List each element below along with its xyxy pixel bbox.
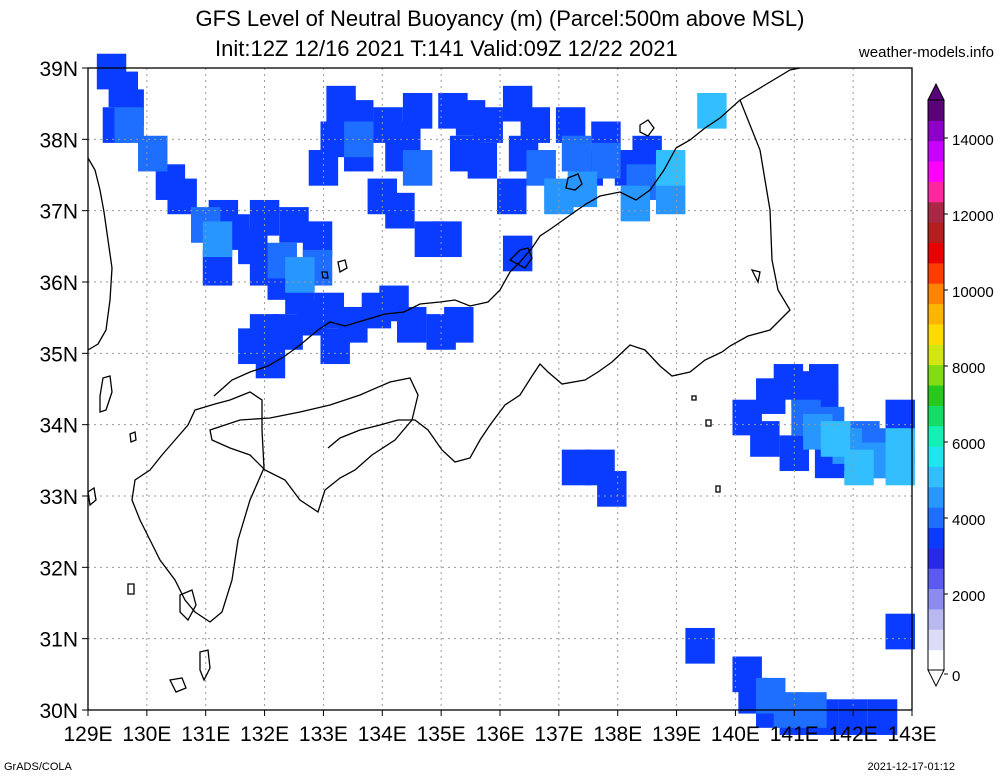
field-cell [685,627,715,664]
graticule [88,68,912,710]
colorbar-swatch [928,364,944,386]
field-cell [138,135,168,172]
colorbar-swatch [928,588,944,610]
map-title: GFS Level of Neutral Buoyancy (m) (Parce… [195,6,805,31]
lon-tick-label: 132E [240,723,289,746]
colorbar-swatch [928,405,944,427]
field-cell [620,185,651,222]
map-axes: 129E 130E 131E 132E 133E 134E 135E 136E 137E 138E… [39,58,936,746]
field-cell [561,135,592,172]
colorbar-label: 4000 [952,512,985,529]
field-cell [885,613,915,650]
field-cell [308,150,339,186]
lat-tick-label: 39N [39,58,78,81]
lon-tick-label: 138E [593,723,642,746]
colorbar-swatch [928,507,944,528]
field-cell [867,699,898,735]
colorbar-swatch [928,140,944,162]
colorbar-swatch [928,486,944,508]
lat-tick-label: 32N [39,557,78,580]
colorbar-swatch [928,120,944,142]
lat-tick-label: 35N [39,343,78,366]
colorbar-label: 14000 [952,132,994,149]
colorbar-swatch [928,283,944,305]
colorbar-swatch [928,100,944,121]
colorbar-swatch [928,323,944,345]
field-cell [385,192,415,229]
field-cell [249,199,280,236]
colorbar-swatch [928,608,944,630]
colorbar-swatch [928,161,944,182]
lon-tick-label: 140E [711,723,760,746]
lat-tick-label: 37N [39,201,78,224]
lon-tick-label: 135E [417,723,466,746]
lon-tick-label: 143E [887,723,936,746]
colorbar-swatch [928,547,944,569]
lat-tick-label: 31N [39,629,78,652]
colorbar: 0 2000 4000 6000 8000 10000 12000 14000 [927,82,994,688]
lat-tick-label: 38N [39,129,78,152]
field-cell [597,471,627,507]
field-cell [320,328,350,365]
lat-tick-label: 30N [39,700,78,723]
colorbar-label: 12000 [952,208,994,225]
field-cell [885,449,915,486]
colorbar-swatch [928,568,944,590]
field-cell [285,257,315,293]
colorbar-swatch [928,527,944,549]
field-cell [497,178,527,215]
colorbar-swatch [928,222,944,243]
lon-tick-label: 129E [63,723,112,746]
lon-tick-label: 139E [652,723,701,746]
colorbar-swatch [928,466,944,488]
colorbar-swatch [928,629,944,651]
lat-tick-label: 36N [39,272,78,295]
lon-tick-label: 131E [181,723,230,746]
coastline [87,67,801,693]
lon-tick-label: 141E [770,723,819,746]
buoyancy-field [96,53,915,735]
lat-tick-label: 34N [39,415,78,438]
lon-tick-label: 137E [534,723,583,746]
grads-credit: GrADS/COLA [4,761,72,773]
colorbar-swatch [928,181,944,203]
colorbar-label: 0 [952,668,960,685]
colorbar-label: 6000 [952,436,985,453]
site-label: weather-models.info [858,44,994,61]
field-cell [467,142,498,179]
timestamp-label: 2021-12-17-01:12 [867,761,955,773]
field-cell [273,314,303,350]
field-cell [750,421,780,457]
lon-tick-label: 130E [122,723,171,746]
colorbar-swatch [928,344,944,366]
field-cell [202,221,233,258]
lon-tick-label: 136E [475,723,524,746]
field-cell [402,92,433,129]
colorbar-swatch [928,201,944,223]
field-cell [414,221,445,258]
lon-tick-label: 142E [829,723,878,746]
colorbar-swatch [928,262,944,284]
lon-tick-label: 133E [299,723,348,746]
field-cell [279,207,309,243]
field-cell [402,150,433,186]
lon-tick-label: 134E [358,723,407,746]
colorbar-swatch [928,446,944,467]
field-cell [655,150,686,186]
colorbar-swatch [928,425,944,447]
lat-tick-label: 33N [39,486,78,509]
field-cell [444,306,474,343]
colorbar-label: 8000 [952,360,985,377]
colorbar-label: 10000 [952,284,994,301]
colorbar-swatch [928,385,944,406]
map-subtitle: Init:12Z 12/16 2021 T:141 Valid:09Z 12/2… [215,36,678,61]
colorbar-swatch [928,303,944,325]
colorbar-swatch [928,242,944,264]
field-cell [397,306,427,343]
colorbar-label: 2000 [952,588,985,605]
field-cell [844,449,874,486]
colorbar-swatch [928,649,944,671]
